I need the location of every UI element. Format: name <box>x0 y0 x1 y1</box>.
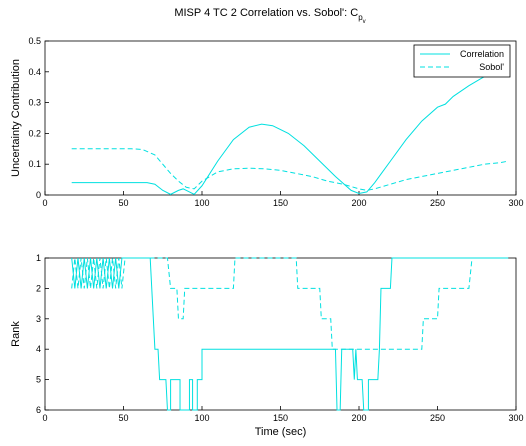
legend-label: Correlation <box>460 49 504 59</box>
y-tick-label: 3 <box>36 314 41 324</box>
chart-title: MISP 4 TC 2 Correlation vs. Sobol': Cpv <box>174 7 365 25</box>
x-tick-label: 300 <box>508 413 523 423</box>
x-axis-label: Time (sec) <box>255 426 307 438</box>
x-tick-label: 50 <box>118 198 128 208</box>
title-subsub: v <box>363 19 366 25</box>
axes-box <box>44 257 517 411</box>
x-tick-label: 250 <box>430 198 445 208</box>
y-tick-label: 6 <box>36 405 41 415</box>
x-tick-label: 0 <box>42 198 47 208</box>
legend-label: Sobol' <box>479 62 504 72</box>
y-tick-label: 5 <box>36 375 41 385</box>
y-tick-label: 0 <box>36 190 41 200</box>
series-line <box>71 75 485 196</box>
y-tick-label: 1 <box>36 253 41 263</box>
y-tick-label: 0.2 <box>28 128 41 138</box>
x-tick-label: 150 <box>273 413 288 423</box>
y-tick-label: 0.5 <box>28 36 41 46</box>
x-tick-label: 200 <box>351 198 366 208</box>
x-tick-label: 100 <box>194 413 209 423</box>
title-main: MISP 4 TC 2 Correlation vs. Sobol': C <box>174 7 358 19</box>
y-axis-label: Rank <box>10 321 22 347</box>
series-line <box>71 148 509 191</box>
x-tick-label: 50 <box>118 413 128 423</box>
y-tick-label: 0.1 <box>28 159 41 169</box>
x-tick-label: 300 <box>508 198 523 208</box>
x-tick-label: 200 <box>351 413 366 423</box>
legend-box <box>413 44 511 78</box>
series-line <box>71 257 509 411</box>
x-tick-label: 0 <box>42 413 47 423</box>
x-tick-label: 150 <box>273 198 288 208</box>
x-tick-label: 250 <box>430 413 445 423</box>
y-tick-label: 2 <box>36 283 41 293</box>
title-sub: p <box>358 13 363 22</box>
series-line <box>71 257 509 350</box>
y-tick-label: 0.3 <box>28 98 41 108</box>
y-tick-label: 4 <box>36 344 41 354</box>
x-tick-label: 100 <box>194 198 209 208</box>
y-tick-label: 0.4 <box>28 67 41 77</box>
y-axis-label: Uncertainty Contribution <box>10 59 22 177</box>
